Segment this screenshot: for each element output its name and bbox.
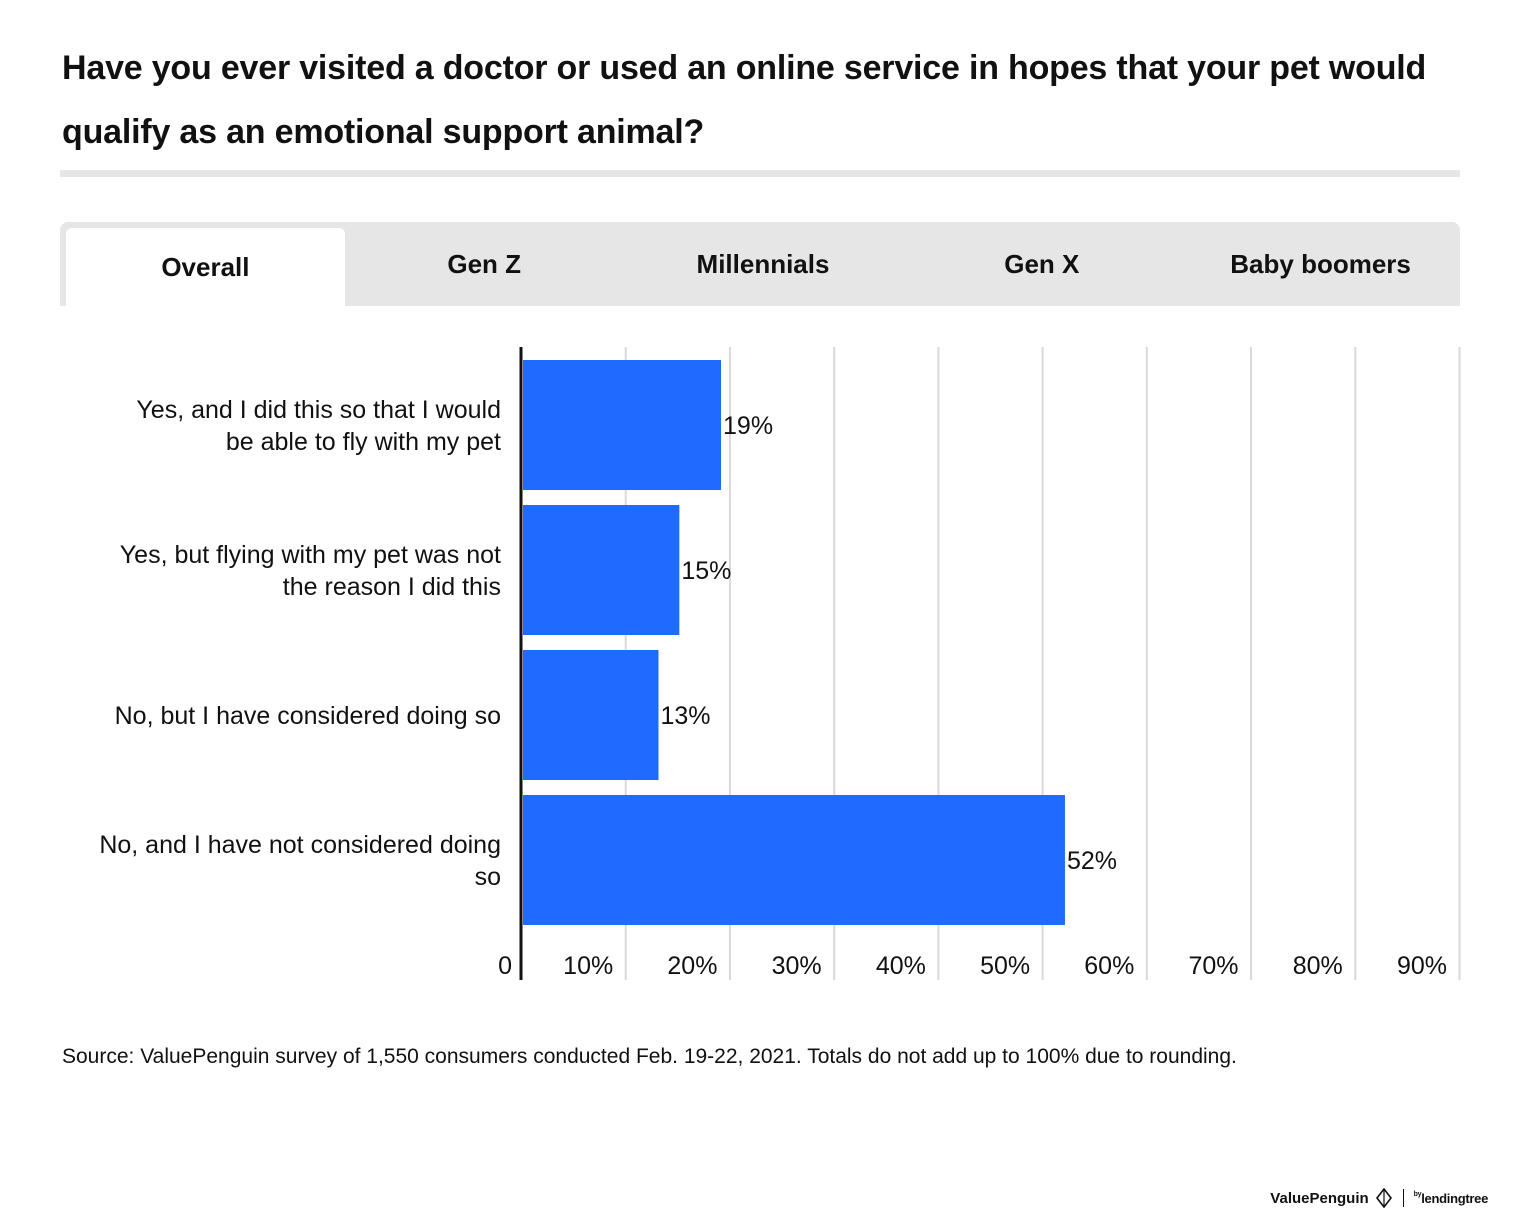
x-tick-label: 20% — [667, 952, 717, 980]
tab-gen-z[interactable]: Gen Z — [447, 248, 522, 279]
tab-millennials[interactable]: Millennials — [696, 248, 830, 279]
data-label: 52% — [1067, 847, 1117, 875]
penguin-icon — [1375, 1188, 1392, 1208]
partner-logo: bylendingtree — [1413, 1190, 1489, 1206]
tab-overall[interactable]: Overall — [66, 228, 345, 306]
x-tick-label: 0 — [498, 952, 512, 980]
category-label: Yes, but flying with my pet was not the r… — [120, 541, 501, 601]
x-tick-label: 70% — [1189, 952, 1239, 980]
tab-bar: Overall Gen Z Millennials Gen X Baby boo… — [60, 222, 1460, 306]
x-tick-label: 50% — [980, 952, 1030, 980]
category-label: No, and I have not considered doing so — [99, 831, 501, 891]
tab-gen-x[interactable]: Gen X — [1004, 248, 1080, 279]
x-tick-label: 60% — [1084, 952, 1134, 980]
bar — [523, 795, 1065, 925]
source-note: Source: ValuePenguin survey of 1,550 con… — [62, 1045, 1237, 1068]
x-tick-label: 40% — [876, 952, 926, 980]
x-tick-label: 80% — [1293, 952, 1343, 980]
chart-title: Have you ever visited a doctor or used a… — [62, 49, 1427, 151]
data-label: 15% — [681, 557, 731, 585]
bar — [523, 360, 722, 490]
data-label: 13% — [660, 702, 710, 730]
x-tick-label: 90% — [1397, 952, 1447, 980]
tab-baby-boomers[interactable]: Baby boomers — [1230, 248, 1411, 279]
category-label: Yes, and I did this so that I would be ab… — [136, 396, 501, 456]
title-divider — [60, 170, 1460, 177]
logo-divider — [1402, 1189, 1404, 1207]
category-label: No, but I have considered doing so — [115, 702, 501, 730]
bar-chart: 19% Yes, and I did this so that I would be… — [99, 347, 1461, 980]
data-label: 19% — [723, 412, 773, 440]
x-tick-label: 10% — [563, 952, 613, 980]
brand-logo: ValuePenguin bylendingtree — [1270, 1188, 1488, 1208]
bar — [523, 650, 659, 780]
brand-name: ValuePenguin — [1270, 1189, 1369, 1207]
x-tick-label: 30% — [772, 952, 822, 980]
bar — [523, 505, 680, 635]
